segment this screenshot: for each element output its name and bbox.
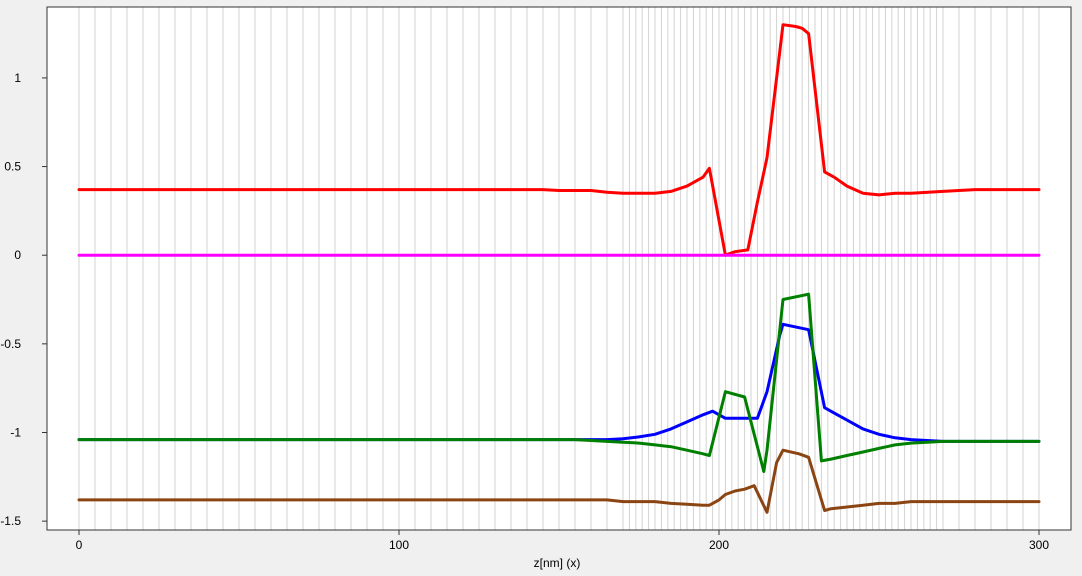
y-tick-label: -1 bbox=[10, 425, 21, 439]
y-tick-label: 0 bbox=[14, 248, 21, 262]
series-line-5 bbox=[77, 448, 1041, 514]
series-lines bbox=[77, 23, 1041, 514]
series-line-3 bbox=[77, 322, 1041, 443]
x-tick-label: 200 bbox=[709, 538, 729, 552]
x-tick-label: 300 bbox=[1029, 538, 1049, 552]
y-tick-label: -1.5 bbox=[0, 514, 21, 528]
y-axis: -1.5 -1 -0.5 0 0.5 1 bbox=[0, 71, 47, 528]
x-axis: 0 100 200 300 bbox=[76, 530, 1049, 552]
series-line-1 bbox=[77, 23, 1041, 257]
plot-frame bbox=[46, 6, 1072, 531]
x-tick-label: 100 bbox=[389, 538, 409, 552]
y-tick-label: -0.5 bbox=[0, 337, 21, 351]
x-axis-title: z[nm] (x) bbox=[534, 556, 581, 570]
series-line-4 bbox=[77, 292, 1041, 473]
x-tick-label: 0 bbox=[76, 538, 83, 552]
y-tick-label: 0.5 bbox=[4, 160, 21, 174]
y-tick-label: 1 bbox=[14, 71, 21, 85]
